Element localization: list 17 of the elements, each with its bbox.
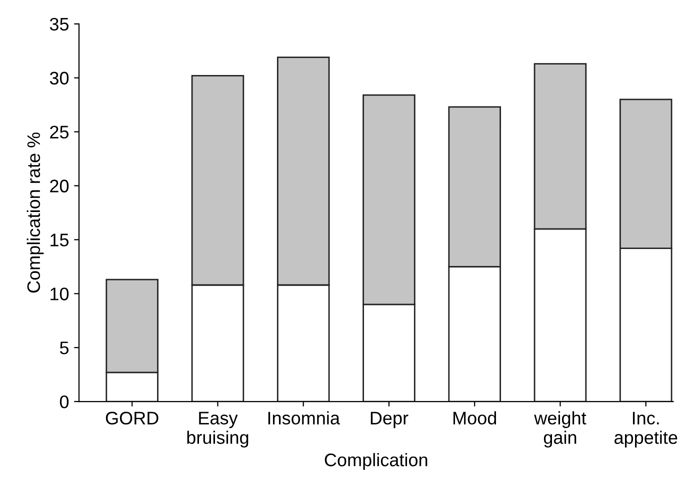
x-tick-label: Easy bruising (187, 412, 248, 448)
y-tick-label: 10 (50, 288, 69, 300)
y-tick-label: 25 (50, 126, 69, 139)
y-tick-label: 15 (50, 234, 69, 246)
x-tick-label: Depr (370, 412, 408, 428)
x-axis-title: Complication (324, 453, 428, 470)
y-tick-label: 30 (50, 72, 69, 85)
x-tick-label: Insomnia (268, 411, 340, 425)
y-axis-title: Complication rate % (26, 132, 44, 293)
y-tick-label: 0 (60, 395, 69, 408)
x-tick-label: Mood (454, 411, 496, 425)
x-tick-label: Inc. appetite (614, 412, 678, 448)
y-tick-label: 35 (50, 18, 69, 31)
y-tick-label: 5 (60, 342, 69, 354)
x-tick-label: weight gain (534, 411, 586, 448)
x-tick-label: GORD (106, 412, 158, 425)
y-tick-label: 20 (50, 180, 69, 192)
